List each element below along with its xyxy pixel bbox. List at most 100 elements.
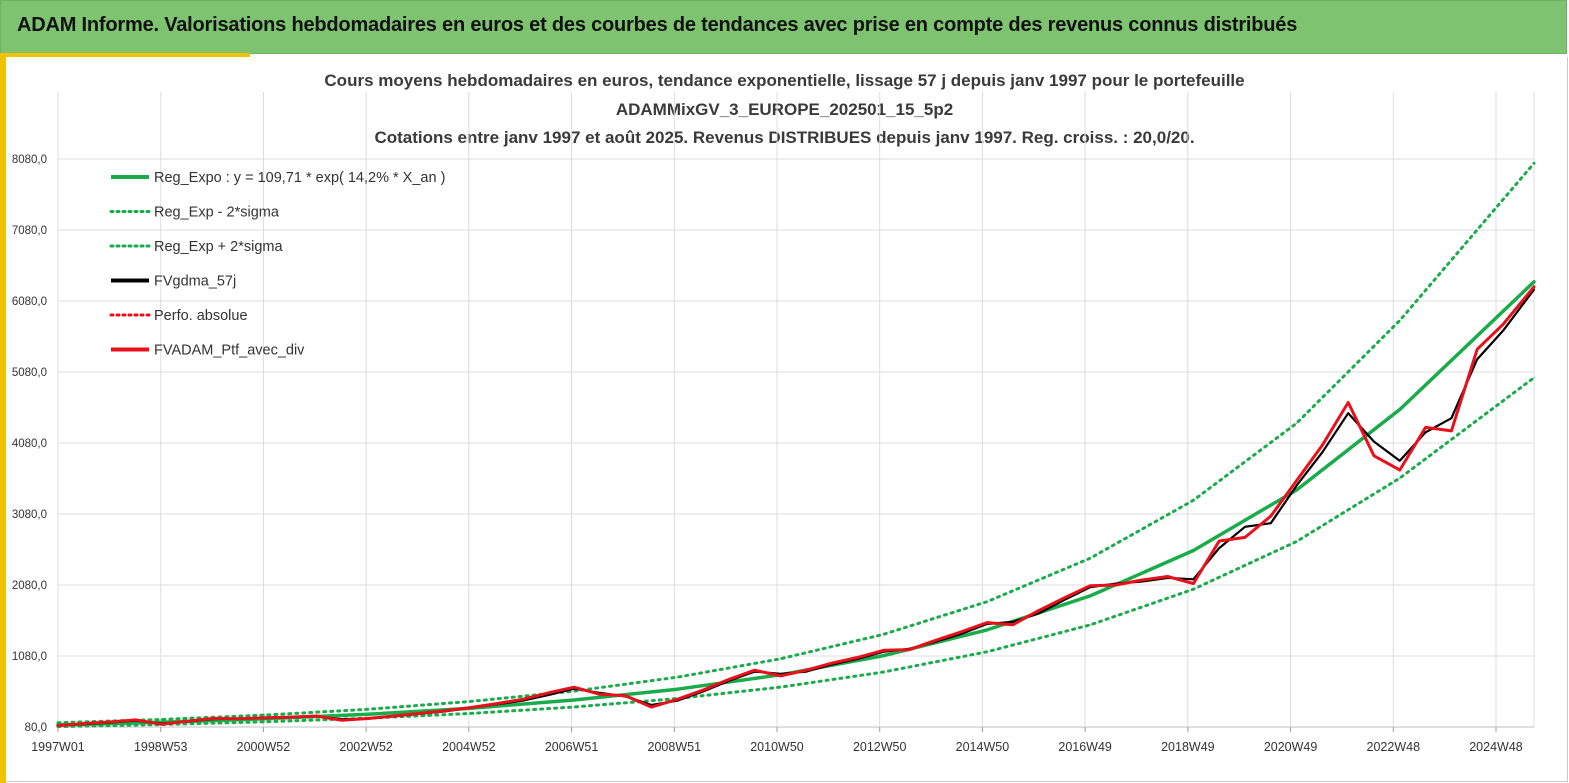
lower-band-point [1089,624,1091,626]
smoothed-point [1296,485,1298,487]
portfolio-point [599,693,601,695]
portfolio-point [728,678,730,681]
legend-label: Reg_Exp + 2*sigma [154,239,283,255]
portfolio-point [960,631,962,633]
smoothed-point [1270,522,1272,524]
upper-band-point [367,708,369,710]
legend-label: Reg_Exp - 2*sigma [154,205,280,221]
portfolio-point [289,716,291,718]
upper-band-point [779,658,782,660]
lower-band-point [1399,477,1401,479]
portfolio-point [573,686,575,688]
x-tick-label: 1998W53 [134,740,188,754]
trend-point [1089,595,1091,597]
legend-label: Reg_Expo : y = 109,71 * exp( 14,2% * X_a… [154,170,445,186]
portfolio-point [109,721,111,723]
lower-band-line [56,376,1536,729]
portfolio-point [341,719,343,721]
portfolio-point [1399,469,1401,471]
portfolio-point [1141,579,1143,581]
smoothed-point [1012,621,1014,623]
portfolio-point [1167,575,1169,578]
portfolio-point [160,723,162,725]
upper-band-point [160,718,162,721]
portfolio-point [134,719,136,721]
portfolio-point [1476,348,1478,350]
portfolio-point [1502,323,1504,325]
y-axis-ticks: 80,0 1080,0 2080,0 3080,0 4080,0 5080,0 6080,0… [12,154,47,734]
y-tick-label: 2080,0 [12,580,47,592]
upper-band-point [573,690,575,692]
portfolio-point [496,703,498,705]
x-tick-label: 2022W48 [1367,740,1421,754]
trend-point [367,713,369,715]
upper-band-point [986,601,988,603]
accent-bar-top [0,53,250,57]
x-tick-label: 2002W52 [339,740,393,754]
upper-band-point [1296,422,1298,424]
portfolio-point [1321,444,1323,446]
lower-band-point [1533,377,1535,379]
portfolio-point [444,710,446,712]
smoothed-point [1373,441,1375,443]
series-group [56,161,1536,729]
upper-band-line [56,161,1536,725]
upper-band-point [470,700,472,703]
trend-point [676,688,678,690]
trend-point [1296,489,1298,491]
smoothed-point [1476,358,1478,360]
portfolio-point [57,725,59,727]
portfolio-point [857,656,859,659]
x-tick-label: 2006W51 [545,740,599,754]
portfolio-point [418,712,420,715]
smoothed-point [1218,547,1220,549]
portfolio-point [212,717,214,720]
lower-band-point [883,671,885,673]
portfolio-point [521,698,524,700]
portfolio-point [934,639,936,642]
y-tick-label: 1080,0 [12,651,47,663]
smoothed-point [650,704,653,706]
smoothed-point [960,633,962,635]
portfolio-point [883,649,885,651]
upper-band-point [1192,499,1194,501]
x-tick-label: 1997W01 [31,740,85,754]
lower-band-point [986,651,988,653]
legend: Reg_Expo : y = 109,71 * exp( 14,2% * X_a… [109,170,445,359]
lower-band-point [1192,588,1194,590]
chart-frame [6,57,1568,782]
portfolio-point [702,689,704,691]
chart-subtitle: ADAMMixGV_3_EUROPE_202501_15_5p2 [615,100,954,119]
portfolio-point [186,720,188,722]
banner-title: ADAM Informe. Valorisations hebdomadaire… [17,14,1298,36]
trend-point [1399,408,1401,411]
portfolio-point [1533,286,1535,288]
chart-subtitle-2: Cotations entre janv 1997 et août 2025. … [374,128,1195,147]
trend-point [883,655,885,657]
upper-band-point [883,633,885,635]
portfolio-point [1038,610,1040,612]
smoothed-point [547,694,549,696]
portfolio-point [263,717,265,719]
portfolio-point [779,675,782,677]
y-tick-label: 8080,0 [12,154,47,166]
portfolio-point [908,649,911,651]
portfolio-point [1063,597,1065,599]
portfolio-point [1115,584,1117,586]
x-tick-label: 2012W50 [853,740,907,754]
smoothed-point [779,673,782,675]
portfolio-point [1089,585,1091,587]
trend-point [986,629,988,631]
y-tick-label: 5080,0 [12,367,47,379]
x-tick-label: 2010W50 [750,740,804,754]
portfolio-point [315,715,317,717]
y-tick-label: 4080,0 [12,438,47,450]
grid-lines [57,92,1535,732]
portfolio-point [367,717,369,720]
upper-band-point [57,722,59,724]
upper-band-point [1089,557,1091,559]
y-tick-label: 6080,0 [12,296,47,308]
portfolio-point [754,669,756,671]
portfolio-point [1244,536,1246,539]
